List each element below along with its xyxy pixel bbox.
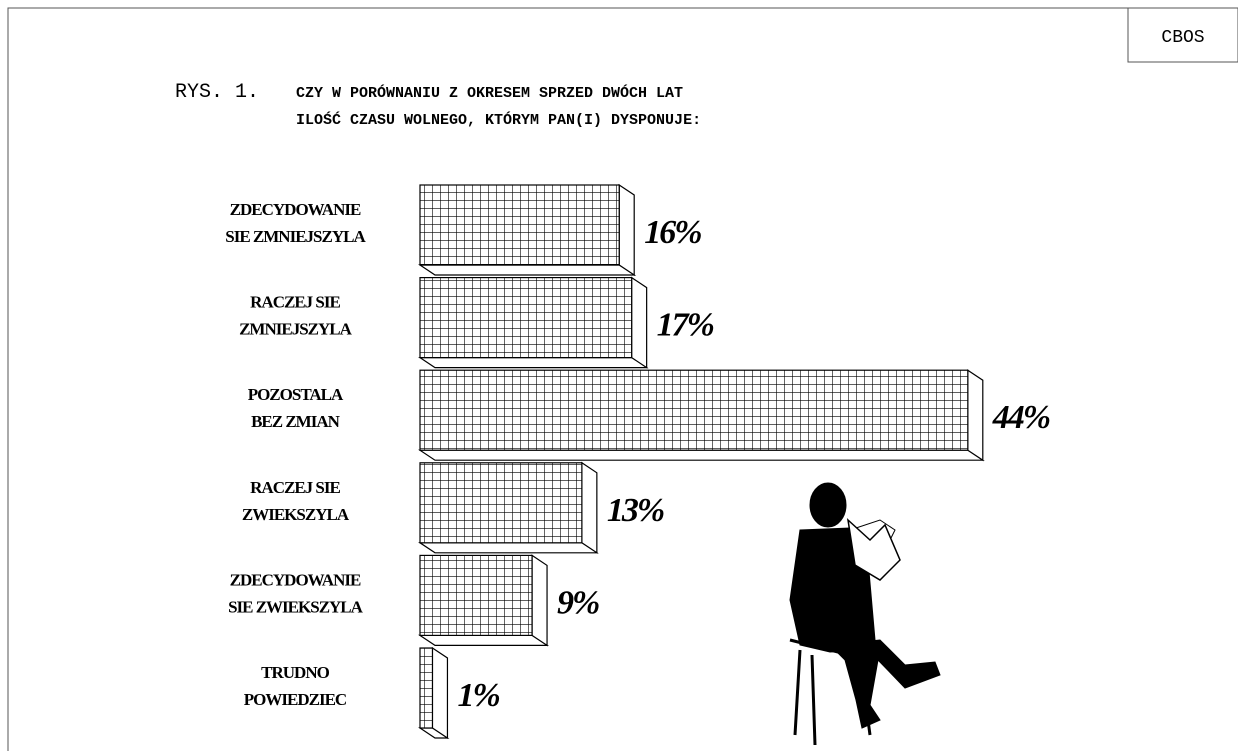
category-label: POWIEDZIEC (244, 690, 346, 709)
reading-man (790, 483, 940, 745)
chart-title: ILOŚĆ CZASU WOLNEGO, KTÓRYM PAN(I) DYSPO… (296, 111, 701, 129)
category-label: RACZEJ SIE (250, 478, 340, 497)
category-label: ZMNIEJSZYLA (239, 320, 353, 339)
category-label: BEZ ZMIAN (251, 412, 341, 431)
category-label: ZDECYDOWANIE (230, 200, 361, 219)
category-label: POZOSTALA (248, 385, 344, 404)
bar (420, 463, 582, 543)
bar (420, 185, 619, 265)
chart-title: CZY W PORÓWNANIU Z OKRESEM SPRZED DWÓCH … (296, 84, 683, 102)
value-label: 1% (457, 677, 499, 714)
bar (420, 555, 532, 635)
value-label: 44% (992, 399, 1050, 436)
bar (420, 648, 432, 728)
bar (420, 370, 968, 450)
value-label: 17% (657, 307, 714, 344)
figure-label: RYS. 1. (175, 81, 259, 104)
chart: CBOS RYS. 1. CZY W PORÓWNANIU Z OKRESEM … (0, 0, 1238, 751)
value-label: 16% (644, 214, 701, 251)
value-label: 13% (607, 492, 664, 529)
source: CBOS (1161, 28, 1204, 48)
category-label: ZWIEKSZYLA (242, 505, 350, 524)
category-label: RACZEJ SIE (250, 293, 340, 312)
category-label: SIE ZWIEKSZYLA (228, 597, 364, 616)
category-label: TRUDNO (261, 663, 329, 682)
value-label: 9% (557, 584, 599, 621)
category-label: SIE ZMNIEJSZYLA (225, 227, 366, 246)
category-label: ZDECYDOWANIE (230, 570, 361, 589)
bar (420, 278, 632, 358)
